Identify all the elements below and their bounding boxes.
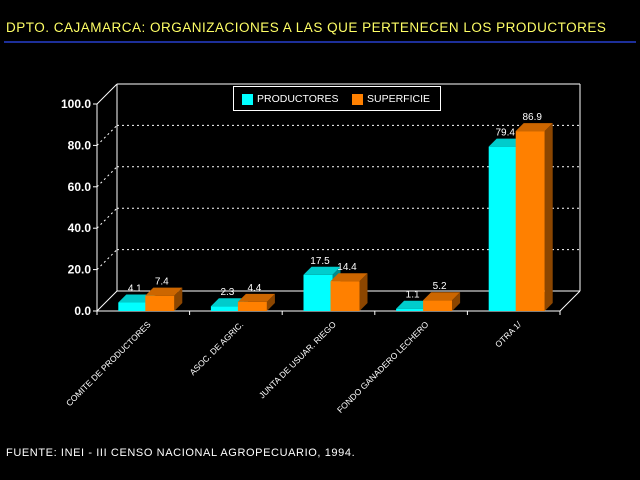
bar-productores-1-front — [210, 306, 240, 311]
bar-superficie-3-front — [423, 300, 453, 311]
side-wall-top-edge — [96, 83, 118, 105]
floor-left-edge — [96, 290, 118, 312]
y-tick-label: 0.0 — [74, 304, 91, 318]
bar-superficie-2-front — [330, 281, 360, 311]
bar-productores-2-value-label: 17.5 — [310, 256, 330, 267]
bar-superficie-1-front — [237, 301, 267, 311]
bar-productores-3-front — [396, 308, 426, 311]
y-tick-label: 60.0 — [68, 180, 92, 194]
bar-superficie-2 — [330, 273, 368, 311]
chart-plot: 0.0 20.0 40.0 60.0 80.0 100.0 4.1 7.4 COMITE DE … — [61, 83, 581, 415]
gridline-side — [96, 166, 118, 188]
bar-superficie-2-top — [330, 273, 368, 282]
bar-productores-2-front — [303, 274, 333, 311]
bar-superficie-3-value-label: 5.2 — [433, 281, 447, 292]
chart-bars — [118, 123, 553, 311]
legend-item-superficie: SUPERFICIE — [352, 93, 430, 105]
bar-superficie-0-side — [174, 287, 183, 311]
bar-superficie-3-side — [452, 292, 461, 311]
bar-productores-0-front — [118, 302, 148, 311]
bar-superficie-0-front — [145, 295, 175, 311]
chart-title: DPTO. CAJAMARCA: ORGANIZACIONES A LAS QU… — [6, 20, 607, 35]
bar-productores-2-top — [303, 266, 341, 275]
bar-superficie-4-value-label: 86.9 — [522, 112, 542, 123]
x-tick-label: COMITE DE PRODUCTORES — [64, 319, 153, 408]
legend: PRODUCTORES SUPERFICIE — [233, 86, 441, 111]
x-tick-label: FONDO GANADERO LECHERO — [335, 319, 431, 415]
bar-productores-0-value-label: 4.1 — [128, 284, 142, 295]
y-tick-label: 20.0 — [68, 263, 92, 277]
legend-label-productores: PRODUCTORES — [257, 93, 339, 105]
y-tick-label: 80.0 — [68, 138, 92, 152]
bar-superficie-0-value-label: 7.4 — [155, 277, 169, 288]
legend-swatch-superficie — [352, 93, 363, 105]
x-tick-label: OTRA 1/ — [493, 319, 524, 350]
bar-superficie-4-front — [515, 131, 545, 311]
bar-superficie-1-side — [266, 293, 275, 311]
bar-productores-4-value-label: 79.4 — [495, 128, 515, 139]
x-tick-label: ASOC. DE AGRIC. — [187, 319, 245, 377]
bar-productores-4-front — [488, 146, 518, 311]
bar-superficie-0 — [145, 287, 183, 311]
bar-superficie-4-side — [544, 123, 553, 311]
floor-right-edge — [559, 290, 581, 312]
bar-superficie-4-top — [515, 123, 553, 132]
y-tick-label: 100.0 — [61, 97, 91, 111]
title-underline — [4, 41, 636, 43]
gridline-side — [96, 249, 118, 270]
chart-labels: 0.0 20.0 40.0 60.0 80.0 100.0 4.1 7.4 COMITE DE … — [61, 97, 542, 415]
bar-superficie-1-value-label: 4.4 — [247, 283, 261, 294]
gridline-side — [96, 207, 118, 229]
bar-superficie-1-top — [237, 293, 275, 302]
legend-swatch-productores — [242, 93, 253, 105]
legend-item-productores: PRODUCTORES — [242, 93, 338, 105]
bar-superficie-3-top — [423, 292, 461, 301]
bar-superficie-1 — [237, 293, 275, 311]
bar-productores-1-value-label: 2.3 — [220, 287, 234, 298]
bar-superficie-0-top — [145, 287, 183, 296]
source-note: FUENTE: INEI - III CENSO NACIONAL AGROPE… — [6, 447, 356, 459]
y-tick-label: 40.0 — [68, 221, 92, 235]
bar-superficie-2-side — [359, 273, 368, 311]
legend-label-superficie: SUPERFICIE — [367, 93, 431, 105]
bar-superficie-3 — [423, 292, 461, 311]
bar-productores-3-value-label: 1.1 — [406, 290, 420, 301]
x-tick-label: JUNTA DE USUAR. RIEGO — [257, 319, 338, 400]
bar-superficie-4 — [515, 123, 553, 311]
bar-superficie-2-value-label: 14.4 — [337, 262, 357, 273]
gridline-side — [96, 125, 118, 146]
